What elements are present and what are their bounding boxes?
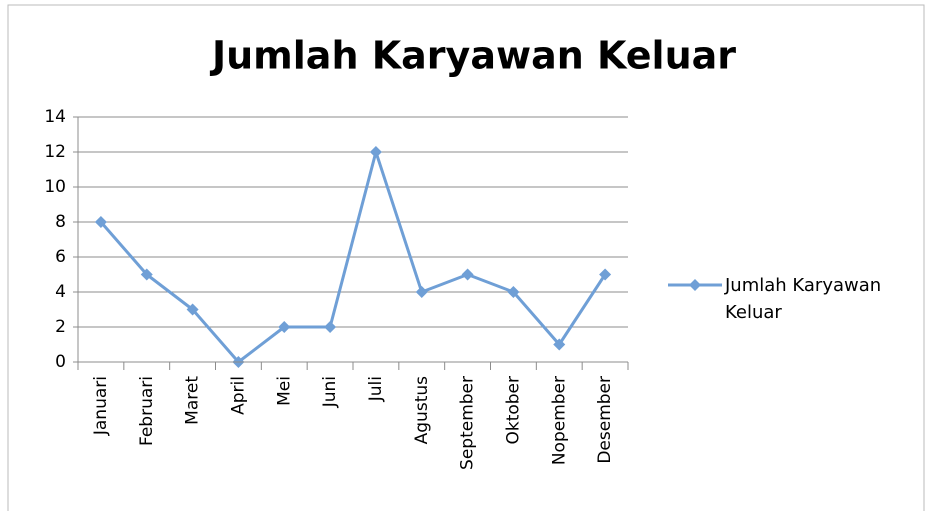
x-tick-label: Mei — [274, 376, 294, 406]
x-tick-label: Desember — [595, 376, 615, 464]
x-tick-label: Juni — [320, 376, 340, 408]
x-tick-label: September — [458, 376, 478, 470]
x-tick-label: Oktober — [503, 376, 523, 445]
y-tick-label: 10 — [44, 177, 66, 197]
data-point — [278, 321, 291, 333]
data-point — [553, 338, 566, 351]
y-tick-label: 8 — [55, 212, 66, 232]
y-tick-label: 14 — [44, 107, 66, 127]
y-tick-label: 0 — [55, 352, 66, 372]
chart-frame — [7, 4, 925, 511]
data-point — [599, 268, 612, 281]
x-tick-label: April — [228, 376, 248, 415]
chart-title: Jumlah Karyawan Keluar — [209, 34, 736, 78]
data-point — [507, 286, 520, 298]
x-tick-label: Februari — [137, 376, 157, 446]
legend-label: Jumlah Karyawan Keluar — [725, 275, 882, 323]
data-point — [324, 321, 337, 333]
y-tick-label: 6 — [55, 247, 66, 267]
x-tick-label: Agustus — [412, 376, 432, 444]
data-point — [415, 286, 428, 298]
data-point — [186, 303, 199, 316]
y-tick-label: 2 — [55, 317, 66, 337]
data-point — [140, 268, 153, 281]
y-tick-label: 12 — [44, 142, 66, 162]
data-point — [369, 146, 382, 158]
x-tick-label: Maret — [183, 376, 203, 425]
x-tick-label: Juli — [366, 376, 386, 402]
data-point — [461, 268, 474, 281]
series-line — [99, 150, 607, 364]
y-tick-label: 4 — [55, 282, 66, 302]
x-tick-label: Nopember — [549, 376, 569, 465]
x-tick-label: Januari — [91, 376, 111, 436]
data-point — [94, 216, 107, 228]
legend-marker — [689, 279, 701, 291]
